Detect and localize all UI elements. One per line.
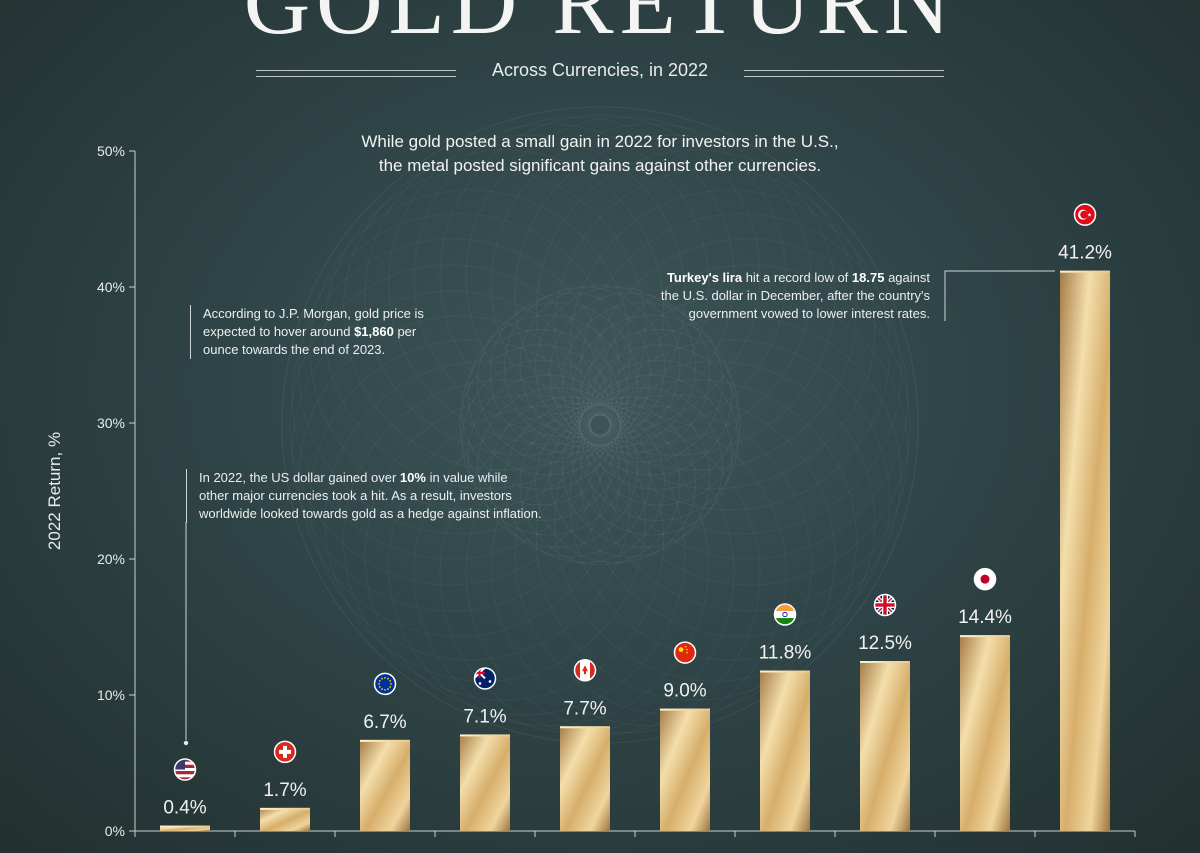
us-flag-icon xyxy=(173,758,197,781)
value-labels: 0.4% 1.7% 6.7% 7.1% 7.7% 9.0% 11.8% 12.5% 14.4% 4… xyxy=(163,243,1112,819)
note-jpmorgan-line-1: According to J.P. Morgan, gold price is xyxy=(203,306,424,321)
bar-value-label: 12.5% xyxy=(858,633,912,654)
note-jpmorgan-price: $1,860 xyxy=(354,324,394,339)
note-jpmorgan: According to J.P. Morgan, gold price is … xyxy=(190,305,424,359)
bar-top-highlight xyxy=(360,739,410,742)
bar xyxy=(760,670,810,831)
bar-top-highlight xyxy=(460,734,510,737)
note-jpmorgan-line-3: ounce towards the end of 2023. xyxy=(203,342,386,357)
swiss-flag-icon xyxy=(273,740,297,764)
bar-top-highlight xyxy=(560,726,610,729)
bar-value-label: 11.8% xyxy=(759,643,812,664)
note-turkey-line-1: Turkey's lira hit a record low of 18.75 … xyxy=(590,269,930,287)
eu-flag-icon xyxy=(373,672,397,696)
intro-text: While gold posted a small gain in 2022 f… xyxy=(300,130,900,178)
note-jpmorgan-text: expected to hover around xyxy=(203,324,355,339)
bar-top-highlight xyxy=(160,825,210,828)
bar xyxy=(860,661,910,831)
bar-top-highlight xyxy=(760,670,810,673)
note-usd-line-3: worldwide looked towards gold as a hedge… xyxy=(199,506,542,521)
note-turkey-currency: Turkey's lira xyxy=(666,270,743,285)
china-flag-icon xyxy=(673,641,697,664)
note-turkey-text: against xyxy=(884,270,930,285)
bar-value-label: 7.7% xyxy=(563,698,606,719)
note-usd-connector-dot xyxy=(183,740,189,746)
note-usd-line-2: other major currencies took a hit. As a … xyxy=(199,488,512,503)
bar xyxy=(460,734,510,831)
bar-top-highlight xyxy=(660,708,710,711)
page-title: GOLD RETURN xyxy=(243,0,957,53)
note-turkey-line-3: government vowed to lower interest rates… xyxy=(688,306,930,321)
note-turkey-line-2: the U.S. dollar in December, after the c… xyxy=(660,288,930,303)
bar-top-highlight xyxy=(860,661,910,663)
bar-top-highlight xyxy=(1060,270,1110,273)
australia-flag-icon xyxy=(473,667,497,690)
bar-value-label: 1.7% xyxy=(263,780,306,801)
note-usd-percent: 10% xyxy=(399,470,426,485)
flags xyxy=(173,203,1097,781)
intro-line-1: While gold posted a small gain in 2022 f… xyxy=(361,132,839,151)
japan-flag-icon xyxy=(973,567,997,591)
bars xyxy=(160,270,1110,831)
bar-value-label: 14.4% xyxy=(958,607,1012,628)
y-tick-label: 30% xyxy=(97,415,125,431)
bar-value-label: 41.2% xyxy=(1058,243,1112,264)
y-tick-label: 10% xyxy=(97,687,125,703)
bar-top-highlight xyxy=(260,807,310,810)
note-turkey-connector xyxy=(944,270,1055,321)
note-jpmorgan-text: per xyxy=(393,324,417,339)
note-turkey: Turkey's lira hit a record low of 18.75 … xyxy=(590,269,930,323)
canada-flag-icon xyxy=(573,659,597,682)
bar-value-label: 9.0% xyxy=(663,681,706,702)
bar xyxy=(260,807,310,831)
uk-flag-icon xyxy=(873,593,897,617)
bar xyxy=(1060,270,1110,831)
bar xyxy=(160,825,210,831)
bar xyxy=(660,708,710,831)
bar xyxy=(960,635,1010,831)
y-tick-label: 50% xyxy=(97,143,125,159)
note-usd-text: In 2022, the US dollar gained over xyxy=(199,470,400,485)
y-axis-title: 2022 Return, % xyxy=(45,432,64,550)
note-usd-text: in value while xyxy=(425,470,508,485)
subtitle-rule-left xyxy=(256,70,456,77)
bar xyxy=(560,726,610,831)
india-flag-icon xyxy=(773,603,797,626)
note-turkey-rate: 18.75 xyxy=(851,270,885,285)
y-tick-label: 0% xyxy=(105,823,125,839)
subtitle-rule-right xyxy=(744,70,944,77)
note-turkey-text: hit a record low of xyxy=(742,270,852,285)
bar xyxy=(360,739,410,831)
y-tick-label: 20% xyxy=(97,551,125,567)
page-subtitle: Across Currencies, in 2022 xyxy=(491,60,709,80)
annotation-connectors xyxy=(183,270,1055,746)
bar-value-label: 7.1% xyxy=(463,706,506,727)
bar-value-label: 0.4% xyxy=(163,798,206,819)
subtitle-block: Across Currencies, in 2022 xyxy=(256,60,944,86)
bar-value-label: 6.7% xyxy=(363,712,406,733)
bar-top-highlight xyxy=(960,635,1010,638)
intro-line-2: the metal posted significant gains again… xyxy=(378,156,822,175)
note-usd: In 2022, the US dollar gained over 10% i… xyxy=(186,469,542,523)
turkey-flag-icon xyxy=(1073,203,1097,226)
y-tick-label: 40% xyxy=(97,279,125,295)
note-jpmorgan-line-2: expected to hover around $1,860 per xyxy=(203,323,424,341)
note-usd-line-1: In 2022, the US dollar gained over 10% i… xyxy=(199,469,542,487)
